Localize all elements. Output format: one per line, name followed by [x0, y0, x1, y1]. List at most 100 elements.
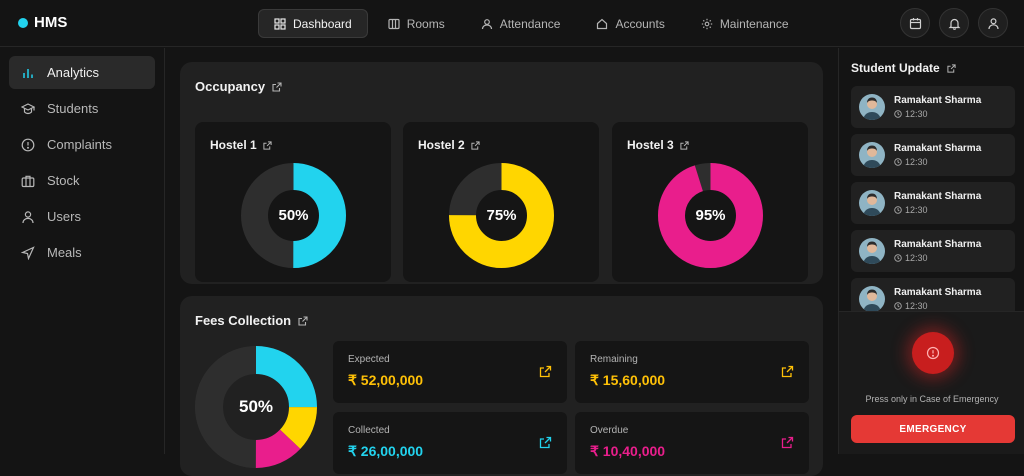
sidebar-item-analytics[interactable]: Analytics [9, 56, 155, 89]
sidebar-item-stock[interactable]: Stock [9, 164, 155, 197]
time-text: 12:30 [905, 109, 928, 119]
student-name: Ramakant Sharma [894, 287, 982, 298]
notifications-button[interactable] [939, 8, 969, 38]
student-update-list[interactable]: Ramakant Sharma 12:30 Ramakant Sharma 12… [851, 86, 1015, 311]
student-update-item[interactable]: Ramakant Sharma 12:30 [851, 134, 1015, 176]
nav-label: Rooms [406, 16, 445, 31]
student-update-item[interactable]: Ramakant Sharma 12:30 [851, 278, 1015, 311]
sidebar-item-label: Complaints [47, 137, 113, 152]
sidebar-item-label: Meals [47, 245, 82, 260]
student-update-item[interactable]: Ramakant Sharma 12:30 [851, 182, 1015, 224]
hostel-name: Hostel 1 [210, 138, 257, 152]
avatar [859, 94, 885, 120]
card-title-text: Fees Collection [195, 313, 292, 328]
right-panel: Student Update Ramakant Sharma 12:30 Ram… [838, 48, 1024, 454]
avatar [859, 238, 885, 264]
user-icon [987, 17, 999, 29]
sidebar-item-label: Users [47, 209, 81, 224]
hostel-title[interactable]: Hostel 1 [210, 138, 272, 152]
emergency-button[interactable]: EMERGENCY [851, 415, 1015, 443]
hostel-card: Hostel 2 75% [403, 122, 599, 282]
top-bar: HMS Dashboard Rooms Attendance Accounts … [0, 0, 1024, 47]
student-update-title[interactable]: Student Update [851, 61, 956, 75]
profile-button[interactable] [978, 8, 1008, 38]
brand-name: HMS [34, 14, 68, 31]
nav-maintenance[interactable]: Maintenance [685, 9, 805, 38]
clock-icon [894, 206, 902, 214]
student-name: Ramakant Sharma [894, 143, 982, 154]
stat-label: Collected [348, 425, 390, 436]
brand[interactable]: HMS [18, 14, 67, 31]
hostel-donut-chart [449, 163, 554, 268]
card-title-text: Occupancy [195, 79, 266, 94]
clock-icon [894, 158, 902, 166]
hostel-percent: 50% [278, 207, 309, 224]
student-name: Ramakant Sharma [894, 95, 982, 106]
clock-icon [894, 302, 902, 310]
stat-label: Expected [348, 354, 390, 365]
briefcase-icon [21, 175, 35, 187]
student-update-item[interactable]: Ramakant Sharma 12:30 [851, 230, 1015, 272]
sidebar-item-students[interactable]: Students [9, 92, 155, 125]
stat-value: ₹ 10,40,000 [590, 443, 666, 459]
external-link-icon[interactable] [539, 365, 552, 378]
main-content: Occupancy Hostel 1 50% Hostel 2 75% Host… [166, 48, 837, 476]
nav-rooms[interactable]: Rooms [372, 9, 461, 38]
sidebar-item-label: Stock [47, 173, 80, 188]
time-text: 12:30 [905, 253, 928, 263]
update-time: 12:30 [894, 301, 928, 311]
alert-circle-icon [926, 346, 940, 360]
donut-segment [195, 346, 317, 468]
clock-icon [894, 254, 902, 262]
external-link-icon [471, 140, 480, 150]
time-text: 12:30 [905, 157, 928, 167]
external-link-icon[interactable] [781, 436, 794, 449]
nav-accounts[interactable]: Accounts [580, 9, 680, 38]
avatar [859, 142, 885, 168]
external-link-icon [680, 140, 689, 150]
graduation-cap-icon [21, 102, 35, 114]
top-actions [900, 8, 1008, 38]
hostel-title[interactable]: Hostel 3 [627, 138, 689, 152]
sidebar-item-label: Students [47, 101, 99, 116]
fees-title[interactable]: Fees Collection [195, 313, 308, 328]
emergency-note: Press only in Case of Emergency [865, 394, 999, 404]
student-name: Ramakant Sharma [894, 191, 982, 202]
sidebar-item-complaints[interactable]: Complaints [9, 128, 155, 161]
time-text: 12:30 [905, 301, 928, 311]
stat-expected: Expected ₹ 52,00,000 [333, 341, 567, 403]
stat-label: Overdue [590, 425, 629, 436]
occupancy-card: Occupancy Hostel 1 50% Hostel 2 75% Host… [180, 62, 823, 284]
hostel-donut-chart [658, 163, 763, 268]
calendar-button[interactable] [900, 8, 930, 38]
bar-chart-icon [23, 68, 33, 78]
occupancy-title[interactable]: Occupancy [195, 79, 282, 94]
fees-card: Fees Collection 50% Expected ₹ 52,00,000… [180, 296, 823, 476]
external-link-icon[interactable] [781, 365, 794, 378]
panic-button[interactable] [912, 332, 954, 374]
nav-label: Attendance [499, 16, 561, 31]
sidebar: Analytics Students Complaints Stock User… [0, 48, 165, 454]
nav-label: Dashboard [293, 16, 352, 31]
bell-icon [948, 18, 960, 30]
nav-attendance[interactable]: Attendance [465, 9, 577, 38]
nav-label: Accounts [615, 16, 665, 31]
stat-value: ₹ 26,00,000 [348, 443, 424, 459]
nav-label: Maintenance [719, 16, 789, 31]
donut-fill [449, 163, 554, 268]
external-link-icon[interactable] [539, 436, 552, 449]
hostel-name: Hostel 2 [418, 138, 465, 152]
navigation-icon [21, 245, 35, 260]
hostel-title[interactable]: Hostel 2 [418, 138, 480, 152]
update-time: 12:30 [894, 109, 928, 119]
sidebar-item-users[interactable]: Users [9, 200, 155, 233]
hostel-card: Hostel 1 50% [195, 122, 391, 282]
update-time: 12:30 [894, 157, 928, 167]
nav-dashboard[interactable]: Dashboard [258, 9, 368, 38]
stat-remaining: Remaining ₹ 15,60,000 [575, 341, 809, 403]
sidebar-item-meals[interactable]: Meals [9, 236, 155, 269]
hostel-percent: 75% [486, 207, 517, 224]
student-update-item[interactable]: Ramakant Sharma 12:30 [851, 86, 1015, 128]
user-icon [22, 210, 34, 223]
donut-fill [658, 163, 763, 268]
